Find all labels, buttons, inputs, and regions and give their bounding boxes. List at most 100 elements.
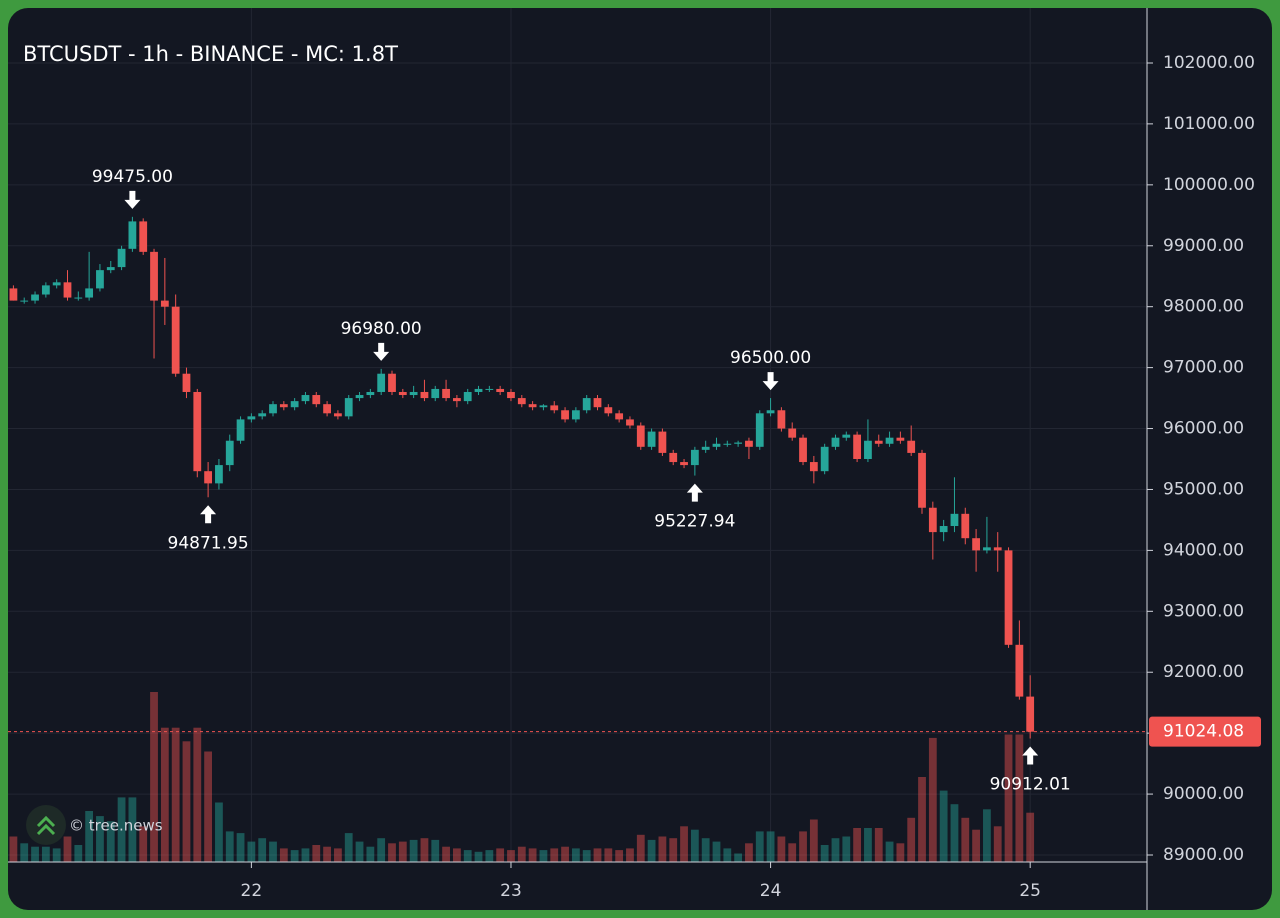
annotation-arrow — [686, 483, 703, 502]
x-tick-label: 24 — [760, 881, 782, 901]
candle-body — [690, 449, 699, 466]
volume-bar — [1004, 734, 1013, 862]
volume-bar — [690, 829, 699, 862]
volume-bar — [993, 826, 1002, 862]
volume-bar — [928, 737, 937, 862]
candle-body — [334, 413, 342, 417]
candle-body — [355, 395, 364, 399]
candle-body — [9, 288, 18, 301]
candle-body — [950, 513, 959, 527]
annotation-label: 94871.95 — [168, 533, 249, 553]
volume-bar — [377, 838, 386, 862]
candle-body — [918, 452, 926, 508]
candle-body — [474, 388, 483, 392]
volume-bar — [896, 843, 905, 862]
volume-bar — [171, 727, 180, 862]
annotation-arrow — [762, 372, 779, 391]
candle-body — [788, 428, 797, 438]
candle-body — [701, 446, 710, 450]
volume-bar — [452, 848, 461, 862]
volume-bar — [550, 848, 559, 862]
volume-bar — [193, 727, 202, 862]
y-tick-label: 101000.00 — [1163, 114, 1255, 134]
candle-body — [712, 443, 721, 447]
volume-bar — [420, 838, 429, 862]
candle-body — [734, 442, 743, 444]
volume-bar — [74, 845, 83, 862]
volume-bar — [301, 848, 310, 862]
volume-bar — [225, 831, 234, 862]
candle-body — [247, 416, 256, 420]
annotation-label: 96500.00 — [730, 348, 811, 368]
volume-bar — [106, 821, 115, 862]
candle-body — [766, 410, 775, 414]
volume-bar — [972, 829, 980, 862]
volume-bar — [128, 797, 137, 862]
volume-bar — [85, 811, 94, 862]
volume-bar — [355, 841, 364, 862]
chart-panel: 99475.00 94871.95 96980.00 95227.94 96500.00… — [8, 8, 1272, 910]
volume-bar — [885, 841, 894, 862]
volume-bar — [204, 751, 213, 862]
volume-bar — [961, 817, 970, 862]
volume-bar — [117, 797, 126, 862]
volume-bar — [290, 850, 299, 862]
x-tick-label: 23 — [500, 881, 522, 901]
volume-bar — [269, 841, 277, 862]
annotation-arrow — [124, 190, 141, 209]
candle-body — [1026, 696, 1035, 732]
candle-body — [993, 547, 1002, 551]
annotation-label: 99475.00 — [92, 167, 173, 187]
volume-bar — [96, 816, 104, 862]
candle-body — [117, 248, 126, 268]
volume-bar — [63, 836, 72, 862]
volume-bar — [139, 826, 148, 862]
volume-bar — [626, 848, 634, 862]
candle-body — [31, 294, 39, 301]
candle-body — [388, 373, 396, 392]
candle-body — [745, 440, 753, 447]
candle-body — [139, 221, 148, 252]
volume-bar — [939, 790, 948, 862]
volume-bar — [215, 802, 223, 862]
volume-bar — [571, 848, 580, 862]
candle-body — [561, 410, 569, 420]
annotation-arrow — [373, 342, 390, 361]
volume-bar — [874, 828, 883, 862]
volume-bar — [344, 833, 353, 862]
volume-bar — [615, 850, 624, 862]
candle-body — [236, 419, 245, 441]
candle-body — [517, 398, 526, 405]
y-tick-label: 96000.00 — [1163, 419, 1244, 439]
candle-body — [885, 437, 894, 444]
candle-body — [312, 395, 321, 405]
volume-bar — [647, 839, 656, 862]
candle-body — [496, 388, 505, 392]
volume-bar — [745, 843, 753, 862]
volume-bar — [712, 841, 721, 862]
candle-body — [874, 440, 883, 444]
volume-bar — [734, 853, 743, 862]
candle-body — [128, 221, 137, 249]
candle-body — [896, 437, 905, 441]
candle-body — [582, 398, 591, 411]
volume-bar — [247, 841, 256, 862]
volume-bar — [766, 831, 775, 862]
volume-bar — [593, 848, 602, 862]
candle-body — [723, 443, 732, 445]
candle-body — [63, 282, 72, 298]
y-tick-label: 94000.00 — [1163, 540, 1244, 560]
volume-bar — [831, 838, 840, 862]
candle-body — [1015, 644, 1024, 697]
volume-bar — [539, 850, 548, 862]
volume-bar — [799, 831, 807, 862]
candle-body — [41, 285, 50, 295]
volume-bar — [918, 777, 926, 862]
y-tick-label: 93000.00 — [1163, 601, 1244, 621]
candle-body — [680, 462, 688, 466]
candle-body — [485, 388, 494, 390]
volume-bar — [463, 850, 472, 862]
volume-bar — [431, 839, 440, 862]
annotation-arrow — [200, 505, 217, 524]
candle-body — [615, 413, 624, 420]
